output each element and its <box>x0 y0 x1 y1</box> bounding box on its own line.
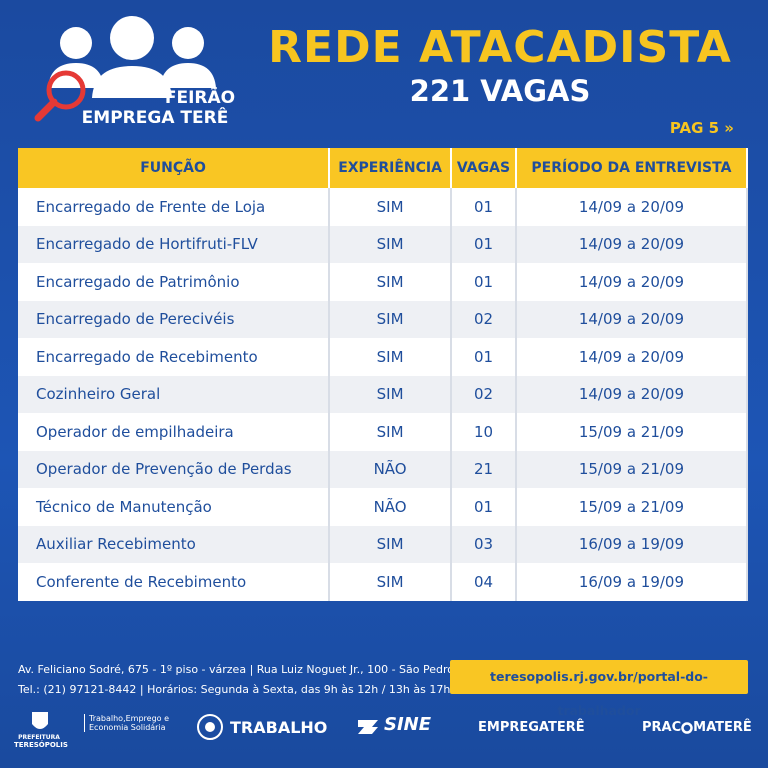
table-cell: Encarregado de Recebimento <box>18 338 331 376</box>
table-cell: 14/09 a 20/09 <box>515 300 749 338</box>
jobs-table: FUNÇÃO EXPERIÊNCIA VAGAS PERÍODO DA ENTREVI… <box>18 148 749 601</box>
table-body: Encarregado de Frente de Loja SIM 01 14/09 … <box>18 188 749 601</box>
logo-text: PRAC MATERÊ <box>642 720 752 735</box>
table-cell: NÃO <box>329 488 453 526</box>
table-cell: 02 <box>451 300 517 338</box>
table-cell: SIM <box>329 188 453 226</box>
table-cell: 14/09 a 20/09 <box>515 188 749 226</box>
table-cell: 14/09 a 20/09 <box>515 338 749 376</box>
table-cell: 01 <box>451 488 517 526</box>
logo-text: PRAC <box>642 720 682 735</box>
table-cell: 01 <box>451 225 517 263</box>
gear-icon <box>681 721 693 734</box>
table-row: Encarregado de Patrimônio SIM 01 14/09 a 20… <box>18 263 749 301</box>
table-cell: 16/09 a 19/09 <box>515 525 749 563</box>
table-cell: Técnico de Manutenção <box>18 488 331 526</box>
brand-icon <box>34 16 216 122</box>
table-row: Encarregado de Hortifruti-FLV SIM 01 14/09 … <box>18 225 749 263</box>
table-cell: SIM <box>329 263 453 301</box>
table-cell: Encarregado de Patrimônio <box>18 263 331 301</box>
logo-text: TRABALHO <box>230 718 328 737</box>
logo-text: TERESÓPOLIS <box>14 741 68 749</box>
coat-icon <box>32 712 48 729</box>
sine-icon <box>358 720 378 734</box>
table-cell: 04 <box>451 563 517 601</box>
column-header: EXPERIÊNCIA <box>329 148 453 188</box>
table-cell: 14/09 a 20/09 <box>515 263 749 301</box>
table-cell: 01 <box>451 338 517 376</box>
table-cell: Operador de Prevenção de Perdas <box>18 450 331 488</box>
table-cell: SIM <box>329 300 453 338</box>
logo-text: PREFEITURA <box>18 734 60 741</box>
table-row: Técnico de Manutenção NÃO 01 15/09 a 21/09 <box>18 488 749 526</box>
table-cell: Encarregado de Frente de Loja <box>18 188 331 226</box>
table-cell: SIM <box>329 338 453 376</box>
table-cell: 01 <box>451 188 517 226</box>
table-row: Auxiliar Recebimento SIM 03 16/09 a 19/09 <box>18 525 749 563</box>
address-line: Av. Feliciano Sodré, 675 - 1º piso - vár… <box>18 663 455 676</box>
column-header: PERÍODO DA ENTREVISTA <box>515 148 749 188</box>
table-row: Cozinheiro Geral SIM 02 14/09 a 20/09 <box>18 375 749 413</box>
table-cell: 21 <box>451 450 517 488</box>
logo-text: MATERÊ <box>693 720 752 735</box>
subtitle: 221 VAGAS <box>409 74 591 108</box>
table-cell: SIM <box>329 525 453 563</box>
table-cell: Operador de empilhadeira <box>18 413 331 451</box>
table-row: Encarregado de Perecivéis SIM 02 14/09 a 20… <box>18 300 749 338</box>
address: Av. Feliciano Sodré, 675 - 1º piso - vár… <box>18 660 454 700</box>
page-indicator: PAG 5 » <box>669 119 734 137</box>
seal-icon <box>197 714 223 740</box>
table-cell: 16/09 a 19/09 <box>515 563 749 601</box>
title: REDE ATACADISTA <box>268 22 732 73</box>
table-cell: 15/09 a 21/09 <box>515 450 749 488</box>
table-cell: 03 <box>451 525 517 563</box>
table-row: Encarregado de Recebimento SIM 01 14/09 a 2… <box>18 338 749 376</box>
table-cell: 02 <box>451 375 517 413</box>
table-cell: 01 <box>451 263 517 301</box>
logo-text: EMPREGATERÊ <box>478 720 585 735</box>
table-cell: 15/09 a 21/09 <box>515 488 749 526</box>
contact-line: Tel.: (21) 97121-8442 | Horários: Segund… <box>18 683 451 696</box>
header-row: FUNÇÃO EXPERIÊNCIA VAGAS PERÍODO DA ENTREVI… <box>18 148 749 188</box>
table-cell: 14/09 a 20/09 <box>515 225 749 263</box>
url[interactable]: teresopolis.rj.gov.br/portal-do-trabalha… <box>450 660 748 718</box>
table-cell: SIM <box>329 563 453 601</box>
table-cell: Encarregado de Perecivéis <box>18 300 331 338</box>
table-cell: Conferente de Recebimento <box>18 563 331 601</box>
table-cell: NÃO <box>329 450 453 488</box>
column-header: VAGAS <box>451 148 517 188</box>
table-row: Operador de Prevenção de Perdas NÃO 21 15/0… <box>18 450 749 488</box>
table-cell: 10 <box>451 413 517 451</box>
table-cell: SIM <box>329 413 453 451</box>
column-header: FUNÇÃO <box>18 148 331 188</box>
brand-line: FEIRÃO <box>164 88 236 108</box>
table-row: Conferente de Recebimento SIM 04 16/09 a 19… <box>18 563 749 601</box>
table-cell: Encarregado de Hortifruti-FLV <box>18 225 331 263</box>
table-cell: Auxiliar Recebimento <box>18 525 331 563</box>
table-cell: SIM <box>329 225 453 263</box>
logo-text: SINE <box>384 714 432 735</box>
table-row: Operador de empilhadeira SIM 10 15/09 a 21/… <box>18 413 749 451</box>
table-cell: 15/09 a 21/09 <box>515 413 749 451</box>
logo-text: PREFEITURA TERESÓPOLIS <box>14 734 68 749</box>
logo-text: Trabalho,Emprego e Economia Solidária <box>84 714 169 732</box>
brand-line: EMPREGA TERÊ <box>81 108 229 128</box>
table-cell: 14/09 a 20/09 <box>515 375 749 413</box>
table-row: Encarregado de Frente de Loja SIM 01 14/09 … <box>18 188 749 226</box>
table-cell: Cozinheiro Geral <box>18 375 331 413</box>
table-cell: SIM <box>329 375 453 413</box>
